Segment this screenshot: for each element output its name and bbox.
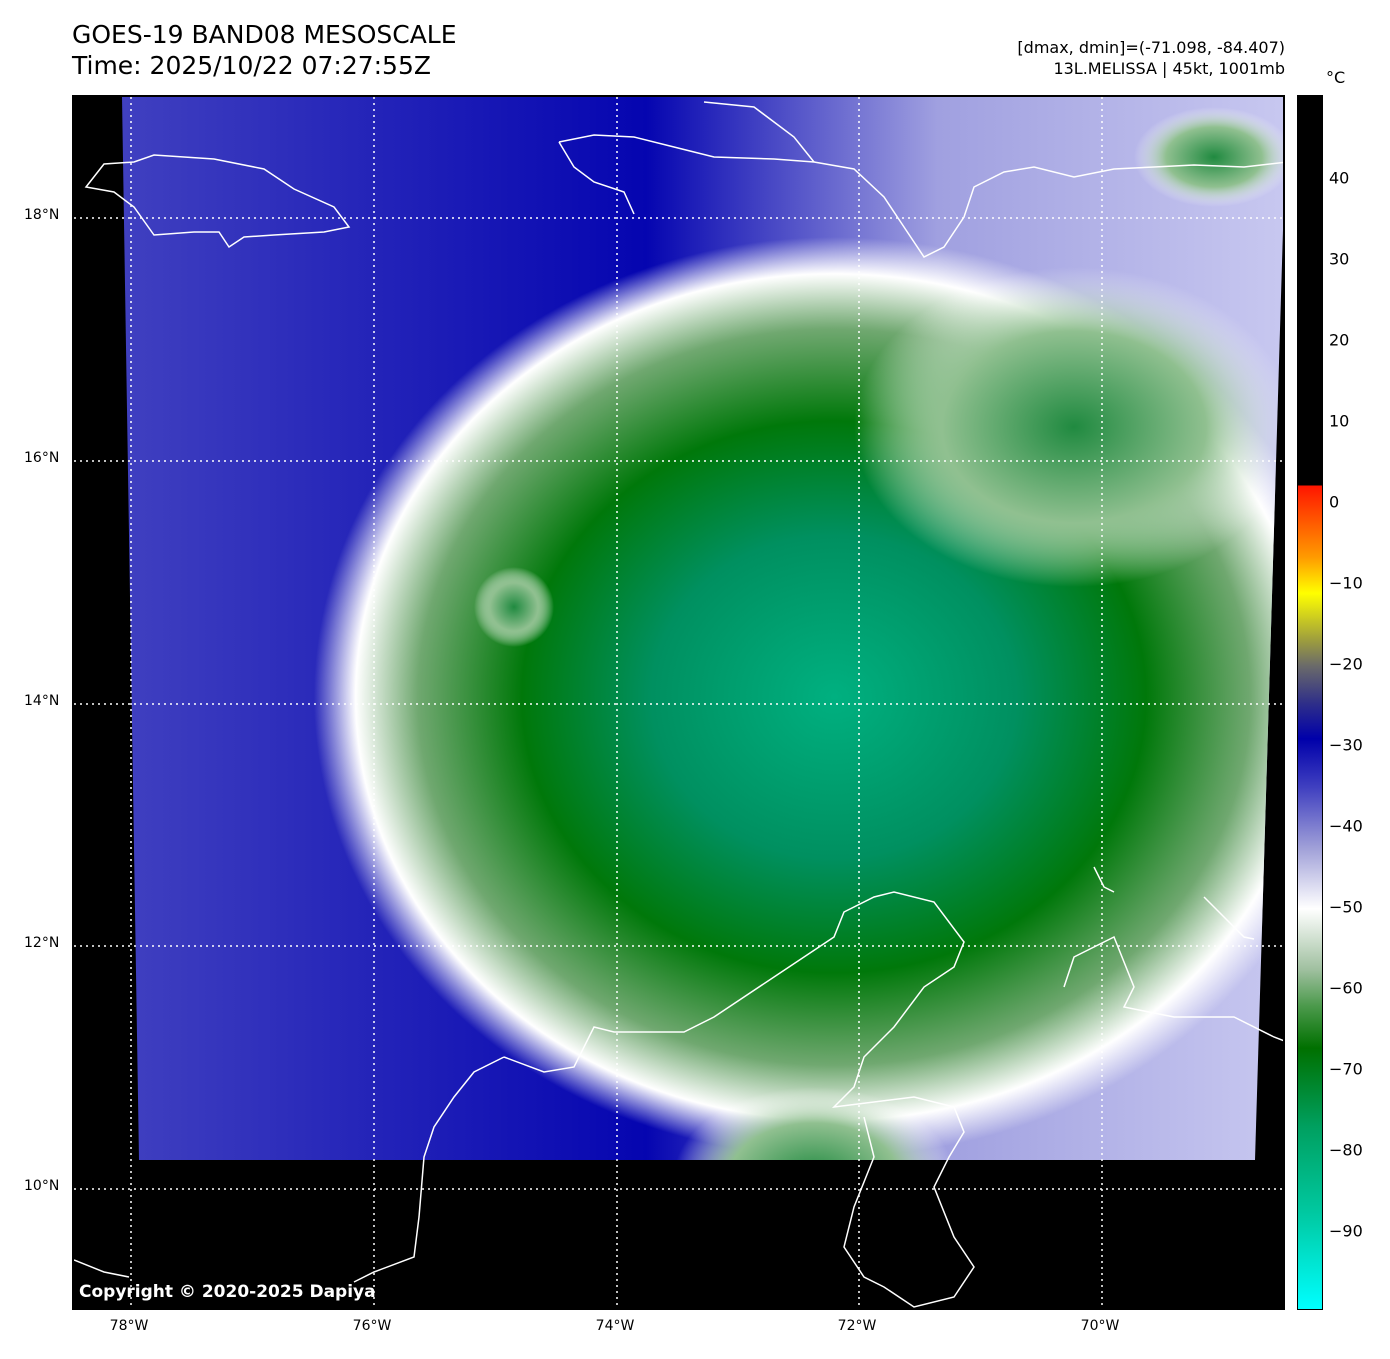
colorbar-tick-label: −10: [1329, 573, 1363, 593]
copyright-text: Copyright © 2020-2025 Dapiya: [79, 1282, 376, 1302]
jamaica-coastline: [84, 154, 351, 249]
colorbar-tick-label: −80: [1329, 1140, 1363, 1160]
cuba-coastline: [703, 101, 815, 163]
colorbar-tick-label: −90: [1329, 1221, 1363, 1241]
colorbar-tick-label: −30: [1329, 735, 1363, 755]
lon-label: 70°W: [1080, 1318, 1120, 1334]
satellite-imagery: [74, 97, 1283, 1308]
graticule: [74, 97, 1283, 1308]
temperature-colorbar: [1297, 95, 1323, 1310]
colorbar-tick-label: 0: [1329, 492, 1340, 512]
colorbar-tick-label: −40: [1329, 816, 1363, 836]
colorbar-tick-label: −20: [1329, 654, 1363, 674]
lon-label: 74°W: [595, 1318, 635, 1334]
image-time: Time: 2025/10/22 07:27:55Z: [72, 51, 431, 80]
colorbar-tick-label: 40: [1329, 168, 1350, 188]
image-title: GOES-19 BAND08 MESOSCALE: [72, 20, 457, 49]
colorbar-unit: °C: [1326, 68, 1346, 87]
colorbar-tick-label: −60: [1329, 978, 1363, 998]
lat-label: 10°N: [24, 1178, 60, 1194]
colombia-venezuela-coastline: [503, 891, 975, 1308]
lat-label: 16°N: [24, 450, 60, 466]
colorbar-tick-label: −50: [1329, 897, 1363, 917]
lon-label: 76°W: [352, 1318, 392, 1334]
storm-info-text: 13L.MELISSA | 45kt, 1001mb: [1053, 59, 1285, 78]
lat-label: 12°N: [24, 935, 60, 951]
colorbar-tick-label: 20: [1329, 330, 1350, 350]
coastlines: [74, 101, 1283, 1308]
colorbar-tick-label: 10: [1329, 411, 1350, 431]
data-range-text: [dmax, dmin]=(-71.098, -84.407): [1017, 38, 1285, 57]
colorbar-tick-label: −70: [1329, 1059, 1363, 1079]
lat-label: 14°N: [24, 693, 60, 709]
hispaniola-coastline: [558, 134, 1283, 258]
colorbar-tick-label: 30: [1329, 249, 1350, 269]
lat-label: 18°N: [24, 207, 60, 223]
satellite-map: Copyright © 2020-2025 Dapiya: [72, 95, 1285, 1310]
lon-label: 78°W: [109, 1318, 149, 1334]
lon-label: 72°W: [837, 1318, 877, 1334]
